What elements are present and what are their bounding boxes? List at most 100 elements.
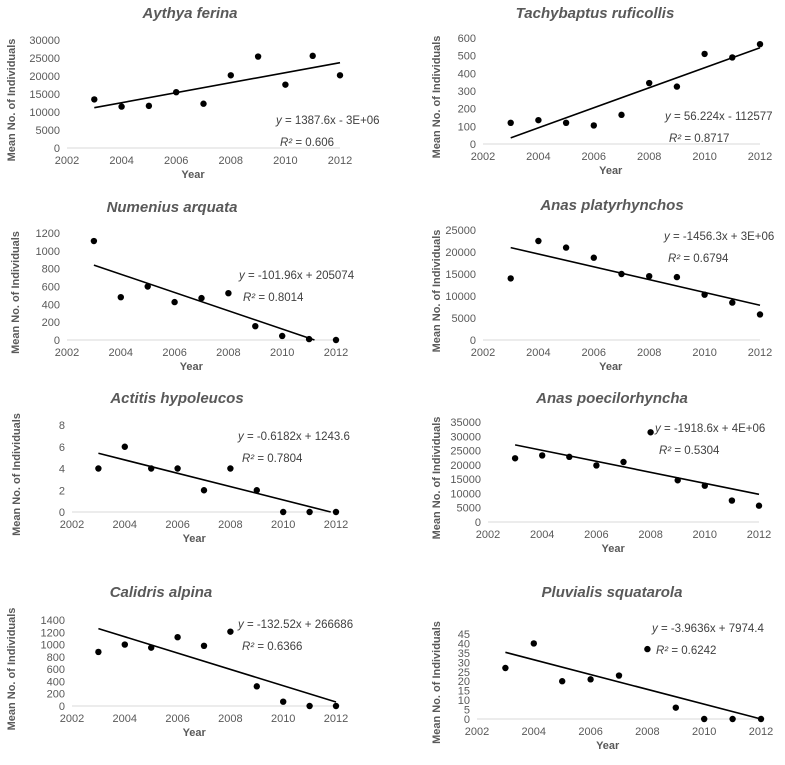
data-point [674,477,681,484]
y-tick-label: 200 [47,689,65,701]
x-tick-label: 2002 [471,347,495,359]
equation-variable: y [654,423,662,435]
r-squared-label: R² = 0.5304 [659,445,720,457]
r-squared-label: R² = 0.8014 [243,292,304,304]
data-point [148,644,155,651]
equation-body: = 56.224x - 112577 [671,111,773,123]
y-tick-label: 200 [42,317,60,329]
y-tick-label: 400 [47,676,65,688]
r-squared-symbol: R² [668,253,681,265]
data-point [701,291,708,298]
x-tick-label: 2004 [113,519,137,531]
data-point [174,634,181,641]
r-squared-label: R² = 0.6794 [668,253,729,265]
y-tick-label: 600 [458,33,476,45]
x-tick-label: 2004 [109,347,133,359]
y-axis-label: Mean No. of Individuals [6,39,18,162]
chart-panel-2: Tachybaptus ruficollis 0 100 200 300 400 500 60… [431,5,773,177]
x-tick-label: 2002 [55,155,79,167]
y-tick-label: 45 [458,629,470,641]
y-tick-label: 0 [54,335,60,347]
data-point [336,72,344,79]
x-tick-label: 2004 [522,726,546,738]
y-tick-label: 10000 [445,291,476,303]
y-tick-label: 400 [42,299,60,311]
x-tick-label: 2008 [218,519,242,531]
data-point [729,715,736,723]
x-tick-label: 2012 [749,726,773,738]
data-point [646,273,653,280]
data-point [173,89,180,96]
trendline-equation: y = -1456.3x + 3E+06 [663,231,774,243]
x-tick-label: 2010 [271,713,295,725]
x-tick-label: 2008 [638,529,662,541]
data-point [539,452,546,459]
x-tick-label: 2008 [216,347,240,359]
data-point [121,641,128,648]
equation-variable: y [237,619,245,631]
x-axis-label: Year [180,361,204,373]
x-tick-label: 2012 [324,347,348,359]
data-point [535,237,542,245]
y-tick-label: 1200 [41,627,65,639]
x-tick-label: 2012 [324,713,348,725]
y-tick-label: 40 [458,638,470,650]
y-tick-label: 600 [42,282,60,294]
x-tick-label: 2008 [219,155,243,167]
data-point [701,715,708,723]
trendline [510,46,761,139]
y-tick-label: 800 [47,652,65,664]
x-tick-label: 2004 [109,155,133,167]
y-tick-label: 5000 [452,313,476,325]
data-point [590,254,597,261]
y-tick-label: 500 [458,51,476,63]
data-point [309,52,316,60]
r-squared-symbol: R² [242,641,255,653]
x-tick-label: 2006 [164,155,188,167]
data-point [562,119,570,127]
x-tick-label: 2004 [530,529,554,541]
data-point [620,458,627,466]
x-tick-label: 2004 [526,347,550,359]
r-squared-value: = 0.6366 [254,641,302,653]
x-tick-label: 2010 [692,151,716,163]
x-tick-label: 2010 [271,519,295,531]
trendline-equation: y = -3.9636x + 7974.4 [651,623,764,635]
x-tick-label: 2004 [526,151,550,163]
r-squared-symbol: R² [669,133,682,145]
equation-body: = -3.9636x + 7974.4 [658,623,765,635]
x-tick-label: 2006 [584,529,608,541]
y-tick-label: 300 [458,86,476,98]
data-point [95,648,102,656]
data-point [227,628,234,635]
chart-title: Aythya ferina [141,5,237,22]
data-point [587,676,594,683]
data-point [618,270,625,278]
equation-variable: y [275,115,283,127]
data-point [253,487,260,494]
chart-title: Calidris alpina [110,584,213,601]
trendline [94,61,341,109]
data-point [227,72,234,79]
data-point [615,672,623,679]
data-point [511,455,519,462]
chart-title: Pluvialis squatarola [542,584,683,601]
y-tick-label: 25 [458,667,470,679]
data-point [306,702,313,710]
r-squared-symbol: R² [659,445,672,457]
data-point [644,645,651,653]
x-tick-label: 2002 [60,713,84,725]
data-point [502,664,509,672]
y-tick-label: 4 [59,464,65,476]
data-point [91,96,98,103]
x-axis-label: Year [183,727,207,739]
y-tick-label: 0 [59,507,65,519]
data-point [701,482,708,489]
equation-variable: y [651,623,659,635]
y-tick-label: 1200 [36,228,60,240]
data-point [253,683,260,690]
chart-panel-1: Aythya ferina 0 5000 10000 15000 20000 25000 30… [6,5,380,181]
chart-panel-5: Actitis hypoleucos 0 2 4 6 8 2002 2004 2006 2008 2… [11,390,350,545]
y-tick-label: 8 [59,420,65,432]
y-axis-label: Mean No. of Individuals [431,621,443,744]
